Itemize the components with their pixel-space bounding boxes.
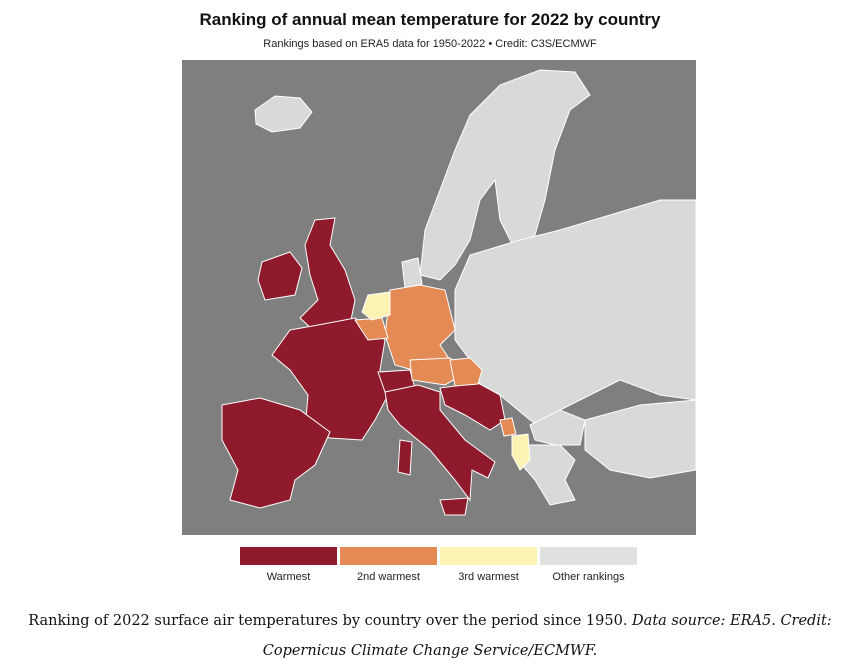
ireland <box>257 251 303 301</box>
netherlands <box>361 291 391 321</box>
map-subtitle: Rankings based on ERA5 data for 1950-202… <box>263 38 597 50</box>
balkans-east <box>529 409 586 446</box>
scandinavia <box>419 69 591 281</box>
greece <box>521 444 576 506</box>
legend-warmest: Warmest <box>240 547 337 583</box>
italy <box>384 384 496 502</box>
croatia-bosnia <box>439 382 506 431</box>
legend-3rd-warmest: 3rd warmest <box>440 547 537 583</box>
albania <box>511 433 531 471</box>
sicily <box>439 497 469 516</box>
sardinia <box>397 439 413 476</box>
map-title: Ranking of annual mean temperature for 2… <box>199 10 661 29</box>
turkey <box>584 399 697 479</box>
figure-caption: Ranking of 2022 surface air temperatures… <box>28 613 832 659</box>
legend-other: Other rankings <box>540 547 637 583</box>
legend: Warmest 2nd warmest 3rd warmest Other ra… <box>240 547 637 583</box>
denmark <box>401 257 423 289</box>
montenegro <box>499 417 517 437</box>
iceland <box>254 95 313 133</box>
hungary <box>449 357 483 387</box>
iberia <box>221 397 331 509</box>
legend-2nd-warmest: 2nd warmest <box>340 547 437 583</box>
